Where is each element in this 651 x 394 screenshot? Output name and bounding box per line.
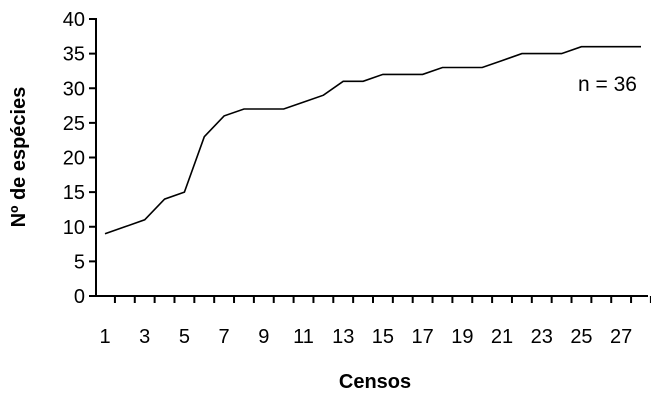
x-axis-title: Censos — [339, 371, 411, 393]
x-tick-label: 13 — [332, 326, 354, 348]
y-tick-label: 35 — [63, 44, 85, 66]
x-tick-label: 23 — [531, 326, 553, 348]
x-tick-label: 1 — [99, 326, 110, 348]
x-tick-label: 25 — [570, 326, 592, 348]
x-tick-label: 11 — [293, 326, 314, 348]
x-axis-ticks: 1 3 5 7 9 11 13 15 17 19 21 23 25 27 — [99, 296, 651, 348]
x-tick-label: 3 — [139, 326, 150, 348]
series-line — [104, 45, 641, 235]
y-tick-label: 0 — [74, 286, 85, 308]
x-tick-label: 15 — [372, 326, 394, 348]
x-tick-label: 19 — [451, 326, 473, 348]
x-tick-label: 5 — [179, 326, 190, 348]
data-points — [105, 47, 641, 234]
y-axis-ticks: 0 5 10 15 20 25 30 35 40 — [63, 9, 96, 308]
x-tick-label: 21 — [491, 326, 513, 348]
annotation-n: n = 36 — [578, 73, 637, 96]
x-tick-label: 17 — [412, 326, 434, 348]
x-tick-label: 9 — [258, 326, 269, 348]
y-axis-title: Nº de espécies — [8, 87, 30, 228]
y-tick-label: 20 — [63, 148, 85, 170]
y-tick-label: 5 — [74, 251, 85, 273]
x-tick-label: 7 — [219, 326, 230, 348]
y-tick-label: 10 — [63, 217, 85, 239]
y-tick-label: 15 — [63, 182, 85, 204]
y-tick-label: 40 — [63, 9, 85, 31]
y-tick-label: 30 — [63, 78, 85, 100]
y-tick-label: 25 — [63, 113, 85, 135]
x-tick-label: 27 — [610, 326, 632, 348]
